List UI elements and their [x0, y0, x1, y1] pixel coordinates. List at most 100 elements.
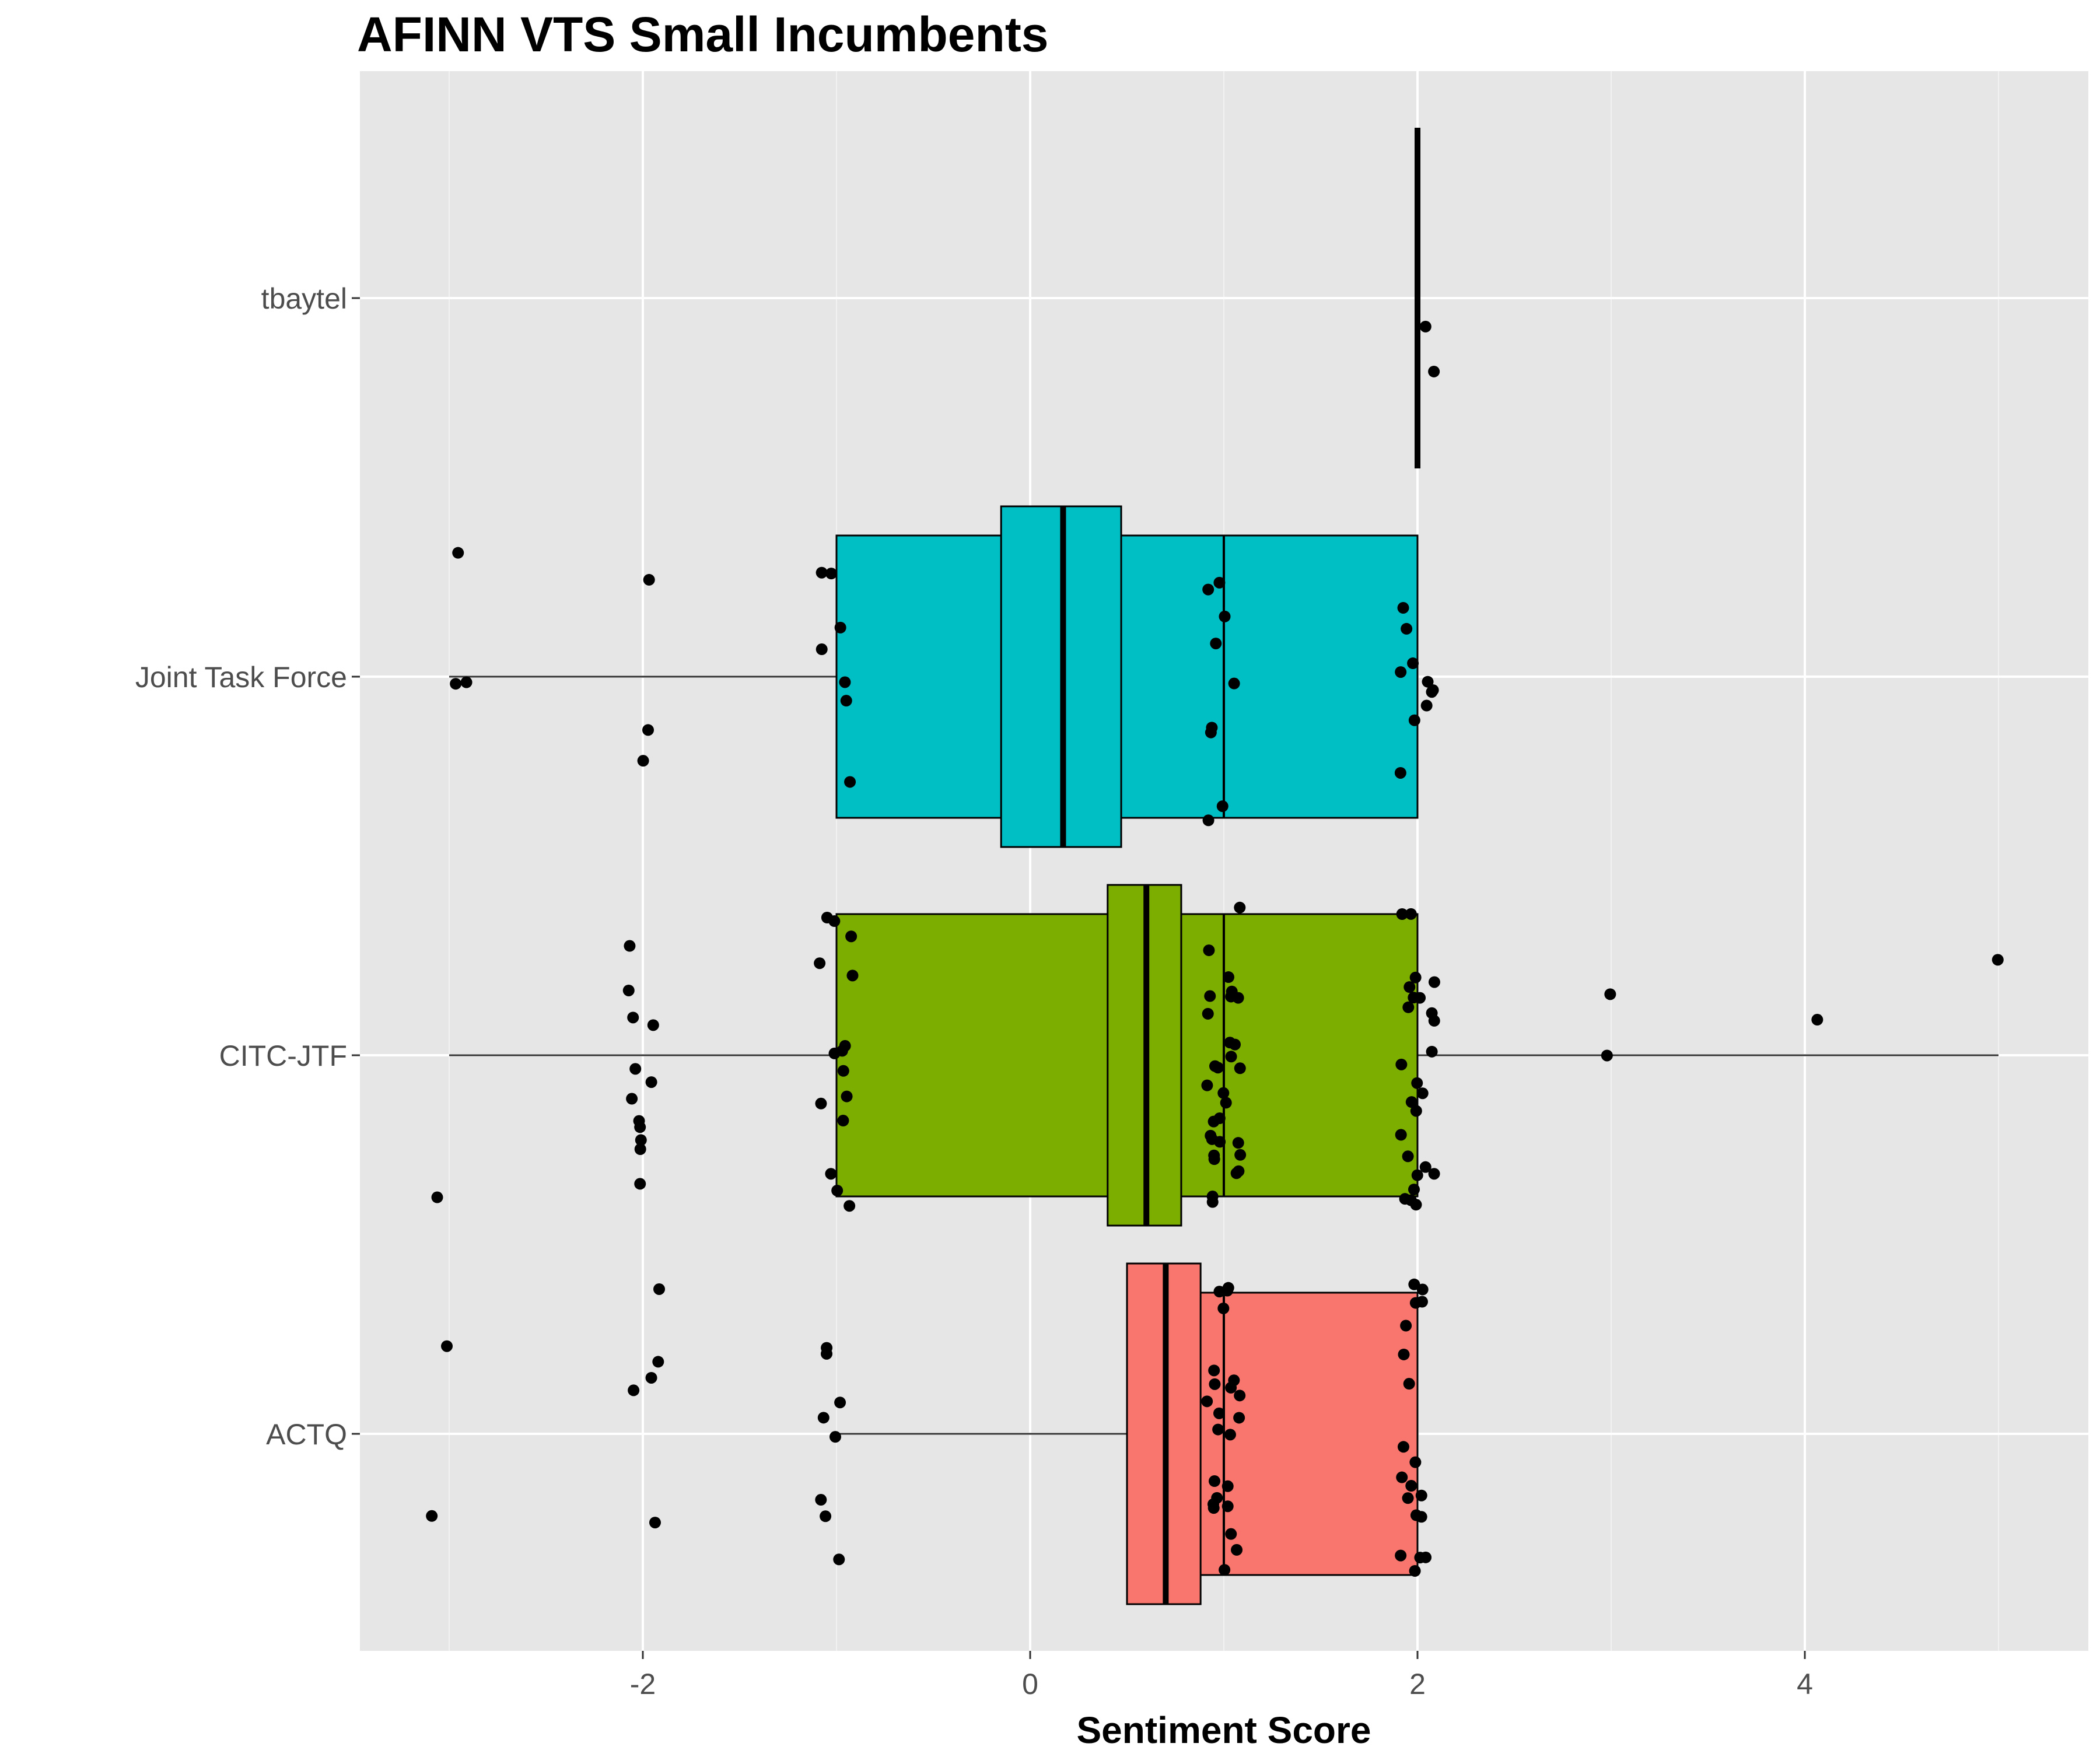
box-series [449, 128, 1999, 1605]
data-point [1428, 365, 1440, 377]
data-point [1396, 908, 1408, 920]
data-point [1201, 1079, 1213, 1091]
y-tick-label: CITC-JTF [219, 1040, 347, 1072]
data-point [653, 1283, 666, 1295]
data-point [837, 1065, 849, 1077]
box-joint-task-force [449, 505, 1419, 848]
data-point [1408, 1184, 1420, 1196]
iqr-box [835, 534, 1419, 819]
data-point [634, 1121, 646, 1133]
data-point [647, 1019, 659, 1031]
data-point [817, 1412, 830, 1424]
data-point [649, 1517, 661, 1529]
data-point [652, 1356, 664, 1368]
data-point [1234, 1390, 1246, 1402]
data-point [1405, 1096, 1418, 1108]
data-point [1405, 908, 1417, 920]
data-point [1217, 1087, 1230, 1099]
data-point [1224, 1429, 1236, 1441]
jitter-points [426, 320, 2004, 1577]
data-point [1419, 1161, 1432, 1173]
data-point [634, 1178, 646, 1190]
data-point [1234, 1062, 1246, 1074]
data-point [1231, 1544, 1243, 1556]
data-point [1416, 1296, 1428, 1308]
data-point [1415, 1511, 1427, 1523]
data-point [1233, 1412, 1245, 1424]
data-point [833, 1553, 845, 1566]
data-point [1208, 1475, 1220, 1488]
data-point [816, 643, 828, 656]
y-tick-label: tbaytel [261, 282, 347, 315]
x-tick-label: 4 [1797, 1668, 1813, 1700]
data-point [1428, 1168, 1440, 1180]
data-point [1401, 622, 1413, 635]
data-point [1220, 1097, 1232, 1109]
data-point [829, 1431, 841, 1443]
data-point [1216, 800, 1228, 813]
box-citc-jtf [449, 884, 1999, 1227]
data-point [1212, 1423, 1224, 1436]
data-point [1395, 666, 1407, 678]
data-point [1222, 1500, 1234, 1513]
y-tick-label: ACTQ [266, 1418, 347, 1451]
data-point [1217, 1302, 1230, 1314]
data-point [1202, 814, 1214, 827]
data-point [1403, 1378, 1415, 1390]
points-tbaytel [1419, 320, 1440, 377]
data-point [1811, 1014, 1824, 1026]
data-point [1415, 1489, 1427, 1502]
data-point [814, 957, 826, 970]
data-point [825, 568, 837, 580]
data-point [1409, 971, 1422, 984]
data-point [628, 1384, 640, 1396]
data-point [1411, 1077, 1423, 1089]
x-tick-label: -2 [630, 1668, 656, 1700]
data-point [1225, 1051, 1237, 1063]
data-point [431, 1191, 443, 1203]
data-point [825, 1168, 837, 1180]
axes: -2 0 2 4 ACTQ CITC-JTF Joint Task Force tbaytel [135, 282, 1813, 1700]
data-point [1604, 988, 1616, 1000]
box-actq [836, 1262, 1419, 1605]
data-point [1992, 954, 2004, 966]
data-point [426, 1510, 438, 1522]
data-point [1601, 1049, 1613, 1062]
data-point [844, 1200, 856, 1212]
data-point [1232, 992, 1244, 1004]
data-point [1416, 1087, 1429, 1100]
data-point [1210, 638, 1222, 650]
data-point [1219, 610, 1231, 622]
data-point [1408, 1278, 1420, 1290]
data-point [1208, 1153, 1220, 1166]
data-point [635, 1134, 647, 1146]
points-joint-task-force [450, 547, 1439, 827]
data-point [1228, 1374, 1240, 1387]
data-point [1234, 1149, 1247, 1161]
data-point [1402, 1492, 1414, 1504]
data-point [1222, 971, 1234, 984]
data-point [828, 1047, 841, 1059]
data-point [1426, 1045, 1438, 1058]
data-point [643, 573, 655, 586]
x-tick-label: 0 [1022, 1668, 1038, 1700]
data-point [1228, 677, 1240, 690]
data-point [627, 1012, 639, 1024]
data-point [1404, 981, 1416, 993]
data-point [1416, 1283, 1429, 1296]
data-point [645, 1371, 657, 1384]
data-point [820, 1510, 832, 1522]
data-point [645, 1076, 657, 1088]
data-point [634, 1143, 646, 1155]
data-point [1202, 583, 1214, 596]
data-point [816, 566, 828, 579]
data-point [844, 776, 856, 788]
data-point [840, 695, 852, 707]
data-point [1428, 976, 1440, 988]
data-point [1225, 1528, 1237, 1540]
data-point [1222, 1480, 1234, 1492]
data-point [624, 940, 636, 952]
data-point [1208, 1115, 1220, 1128]
data-point [1233, 1165, 1245, 1177]
